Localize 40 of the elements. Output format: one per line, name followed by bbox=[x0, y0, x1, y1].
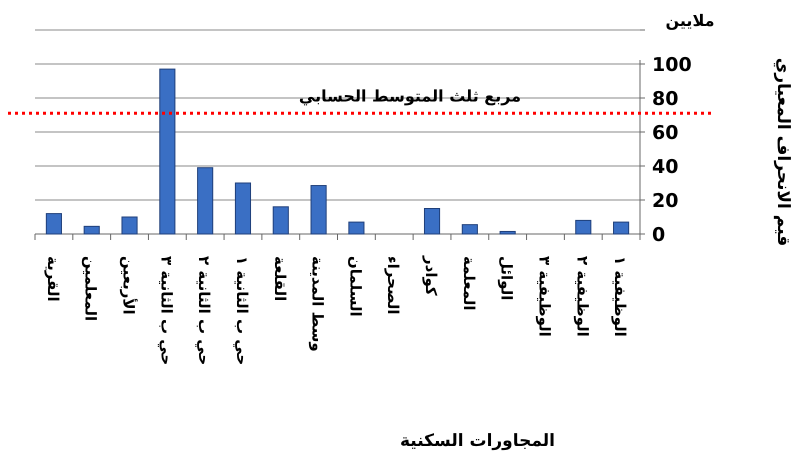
y-tick-label: 40 bbox=[652, 156, 678, 178]
x-tick-label: القلعة bbox=[270, 256, 289, 302]
bar bbox=[424, 208, 440, 234]
x-tick-label: الوائل bbox=[498, 256, 516, 300]
x-tick-label: الوظيفية ٢ bbox=[573, 256, 592, 337]
bar bbox=[46, 213, 62, 234]
bar bbox=[159, 68, 176, 234]
x-tick-label: حي ب الثانية ٣ bbox=[157, 256, 176, 366]
y-tick-label: 0 bbox=[652, 224, 666, 246]
bar bbox=[500, 230, 516, 234]
x-tick-label: الوظيفية ١ bbox=[611, 256, 630, 337]
y-axis-title: قيم الانحراف المعياري bbox=[773, 58, 793, 246]
x-tick-label: حي ب الثانية ١ bbox=[232, 256, 251, 366]
x-axis-title: المجاورات السكنية bbox=[400, 431, 556, 451]
y-tick-label: 80 bbox=[652, 88, 678, 110]
x-tick-label: الوظيفية ٣ bbox=[535, 256, 554, 337]
x-tick-label: حي ب الثانية ٢ bbox=[195, 256, 214, 366]
x-tick-label: القرية bbox=[44, 256, 62, 302]
bar bbox=[197, 167, 214, 234]
y-tick-label: 100 bbox=[652, 54, 692, 76]
bar bbox=[272, 206, 289, 234]
x-tick-label: الصحراء bbox=[384, 256, 402, 315]
x-tick-label: الأربعين bbox=[120, 256, 139, 315]
bar bbox=[348, 222, 364, 234]
bar bbox=[310, 185, 327, 234]
text: ملايين bbox=[666, 11, 714, 30]
bar bbox=[234, 182, 252, 234]
bar bbox=[575, 220, 592, 234]
x-tick-label: المعلمين bbox=[82, 256, 100, 322]
bar bbox=[462, 224, 478, 234]
bar bbox=[84, 226, 100, 234]
ref-line-label: مربع ثلث المتوسط الحسابي bbox=[298, 86, 522, 106]
y-tick-label: 20 bbox=[652, 190, 678, 212]
x-tick-label: السلمان bbox=[346, 256, 364, 317]
x-tick-label: المعلمة bbox=[460, 256, 478, 311]
x-tick-label: كوادر bbox=[422, 255, 440, 296]
bar bbox=[613, 222, 630, 234]
bar bbox=[121, 216, 138, 234]
y-tick-label: 60 bbox=[652, 122, 678, 144]
x-tick-label: وسط المدينة bbox=[308, 256, 327, 352]
